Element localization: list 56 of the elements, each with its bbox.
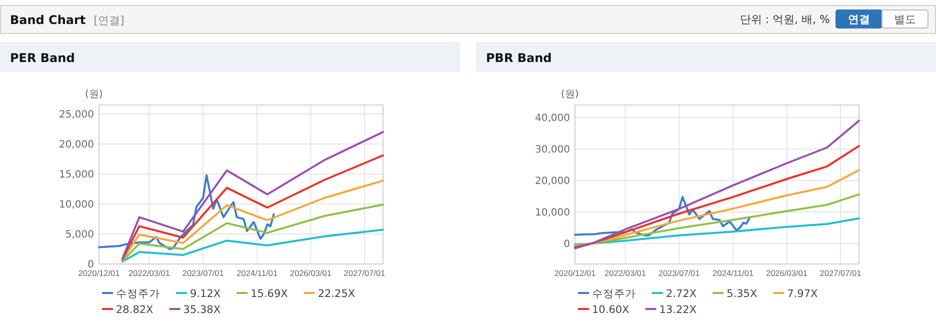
legend-label: 35.38X bbox=[183, 304, 221, 316]
y-tick-label: 15,000 bbox=[59, 170, 94, 180]
line-series bbox=[574, 120, 860, 250]
text: [연결] bbox=[94, 14, 124, 27]
line-series bbox=[574, 144, 860, 248]
legend-label: 10.60X bbox=[592, 304, 630, 316]
legend-label: 22.25X bbox=[318, 288, 356, 300]
legend-label: 5.35X bbox=[726, 288, 758, 300]
y-tick-label: 20,000 bbox=[535, 176, 570, 188]
x-tick-label: 2020/12/01 bbox=[554, 268, 596, 278]
x-tick-label: 2027/07/01 bbox=[820, 268, 862, 278]
legend-label: 28.82X bbox=[116, 304, 154, 316]
y-tick-label: 5,000 bbox=[65, 230, 94, 240]
line-series bbox=[574, 169, 860, 248]
x-tick-label: 2023/07/01 bbox=[182, 268, 224, 278]
x-tick-label: 2020/12/01 bbox=[78, 268, 120, 278]
text: 단위 : 억원, 배, % bbox=[740, 13, 830, 26]
legend-label: 수정주가 bbox=[116, 288, 160, 300]
x-tick-label: 2022/03/01 bbox=[128, 268, 170, 278]
line-series bbox=[121, 228, 384, 263]
line-series bbox=[121, 154, 384, 260]
x-tick-label: 2026/03/01 bbox=[766, 268, 808, 278]
y-tick-label: 10,000 bbox=[59, 200, 94, 210]
text: Band Chart bbox=[10, 13, 86, 27]
y-tick-label: 0 bbox=[564, 239, 570, 250]
x-tick-label: 2022/03/01 bbox=[604, 268, 646, 278]
y-tick-label: 40,000 bbox=[535, 113, 570, 124]
y-axis-title: (원) bbox=[85, 89, 103, 100]
y-tick-label: 25,000 bbox=[59, 110, 94, 120]
legend-label: 수정주가 bbox=[592, 288, 636, 300]
x-tick-label: 2024/11/01 bbox=[712, 268, 754, 278]
x-tick-label: 2024/11/01 bbox=[236, 268, 278, 278]
y-tick-label: 20,000 bbox=[59, 140, 94, 150]
x-tick-label: 2026/03/01 bbox=[290, 268, 332, 278]
line-series bbox=[574, 196, 751, 237]
legend-label: 2.72X bbox=[666, 288, 697, 300]
y-tick-label: 10,000 bbox=[535, 208, 570, 219]
legend-label: 7.97X bbox=[787, 288, 818, 300]
line-series bbox=[574, 217, 860, 246]
text: 연결 bbox=[848, 13, 870, 26]
line-series bbox=[121, 204, 384, 262]
line-series bbox=[98, 174, 275, 250]
text: 별도 bbox=[894, 13, 916, 26]
legend-label: 13.22X bbox=[659, 304, 697, 316]
legend-label: 9.12X bbox=[190, 288, 221, 300]
chart-title: PER Band bbox=[10, 51, 75, 65]
y-tick-label: 30,000 bbox=[535, 144, 570, 156]
x-tick-label: 2023/07/01 bbox=[658, 268, 700, 278]
x-tick-label: 2027/07/01 bbox=[344, 268, 386, 278]
legend-label: 15.69X bbox=[250, 288, 288, 300]
line-series bbox=[121, 131, 384, 260]
line-series bbox=[121, 180, 384, 261]
chart-title: PBR Band bbox=[486, 51, 552, 65]
line-series bbox=[574, 193, 860, 246]
y-axis-title: (원) bbox=[561, 89, 579, 100]
y-tick-label: 0 bbox=[88, 260, 94, 270]
